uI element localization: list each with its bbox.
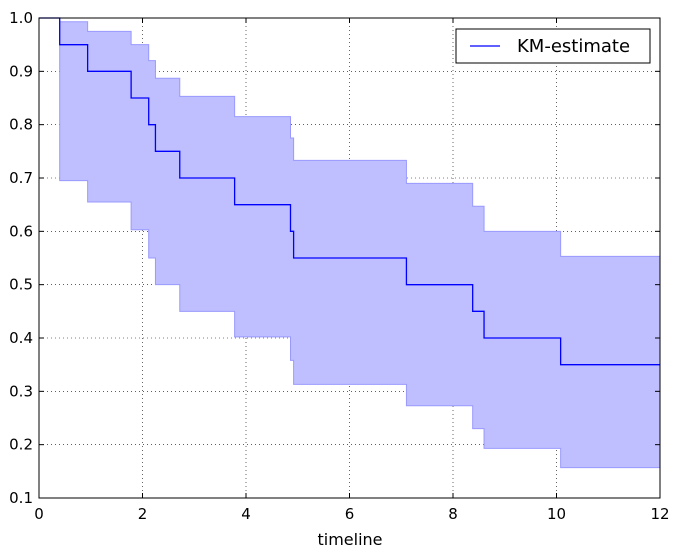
x-tick-labels: 0 2 4 6 8 10 12 xyxy=(34,505,669,523)
x-tick-label: 4 xyxy=(241,505,251,523)
x-tick-label: 2 xyxy=(138,505,148,523)
x-tick-label: 8 xyxy=(448,505,458,523)
y-tick-label: 0.7 xyxy=(9,169,33,187)
y-tick-label: 0.8 xyxy=(9,116,33,134)
km-line-layer xyxy=(39,17,660,366)
km-estimate-line xyxy=(39,17,660,366)
y-tick-label: 1.0 xyxy=(9,9,33,27)
y-tick-label: 0.3 xyxy=(9,382,33,400)
x-tick-label: 12 xyxy=(650,505,669,523)
x-tick-label: 10 xyxy=(547,505,566,523)
y-tick-label: 0.1 xyxy=(9,489,33,507)
y-tick-label: 0.2 xyxy=(9,436,33,454)
x-tick-label: 0 xyxy=(34,505,44,523)
y-tick-labels: 0.1 0.2 0.3 0.4 0.5 0.6 0.7 0.8 0.9 1.0 xyxy=(9,9,33,507)
y-tick-label: 0.4 xyxy=(9,329,33,347)
y-tick-label: 0.6 xyxy=(9,222,33,240)
legend: KM-estimate xyxy=(455,28,651,64)
ticks xyxy=(38,17,661,499)
y-tick-label: 0.5 xyxy=(9,276,33,294)
x-axis-label: timeline xyxy=(317,530,382,549)
x-tick-label: 6 xyxy=(345,505,355,523)
y-tick-label: 0.9 xyxy=(9,62,33,80)
legend-label: KM-estimate xyxy=(517,36,630,57)
